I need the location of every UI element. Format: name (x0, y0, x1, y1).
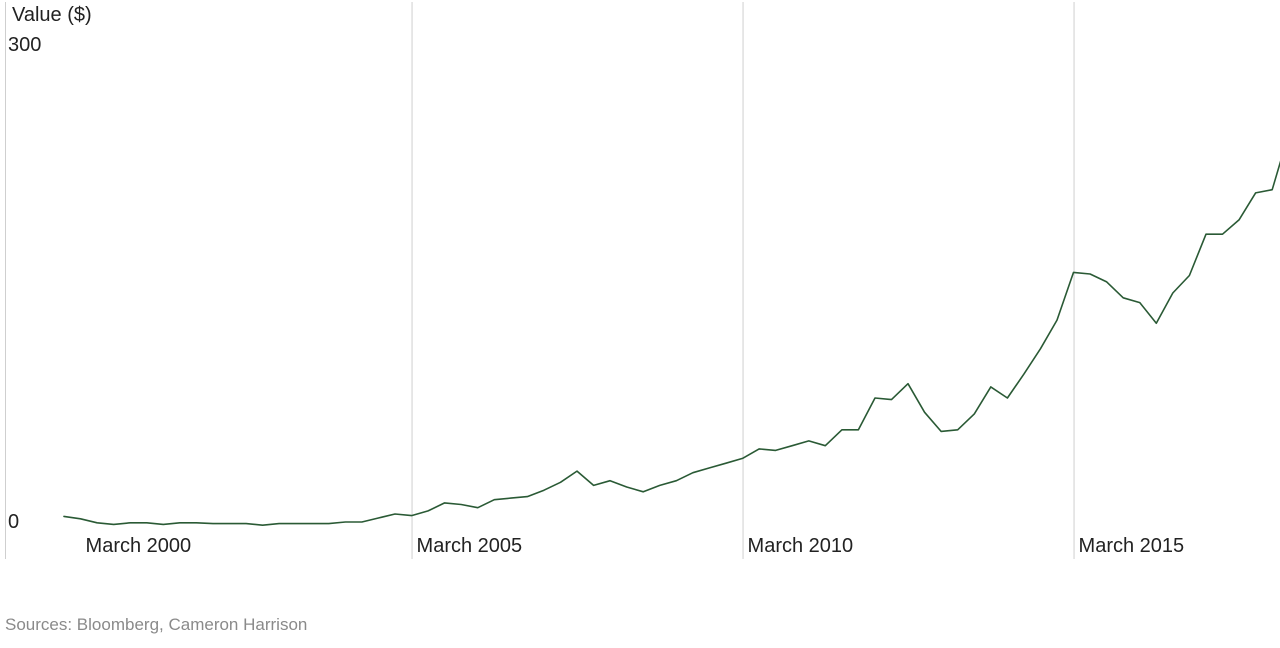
chart-axes: Value ($) (12, 4, 92, 26)
x-tick-label-1: March 2000 (86, 535, 192, 557)
series-line-1 (63, 160, 1280, 527)
y-tick-label-300: 300 (8, 34, 41, 56)
y-tick-label-0: 0 (8, 511, 19, 533)
y-axis-label: Value ($) (12, 4, 92, 26)
x-tick-label-2: March 2005 (417, 535, 523, 557)
vertical-grid (5, 2, 1075, 559)
series-lines (63, 160, 1280, 527)
source-note: Sources: Bloomberg, Cameron Harrison (5, 615, 308, 634)
y-tick-labels: 300 0 (8, 34, 41, 533)
x-tick-label-3: March 2010 (748, 535, 854, 557)
x-tick-label-4: March 2015 (1079, 535, 1185, 557)
x-tick-labels: March 2000 March 2005 March 2010 March 2015 (86, 535, 1185, 557)
